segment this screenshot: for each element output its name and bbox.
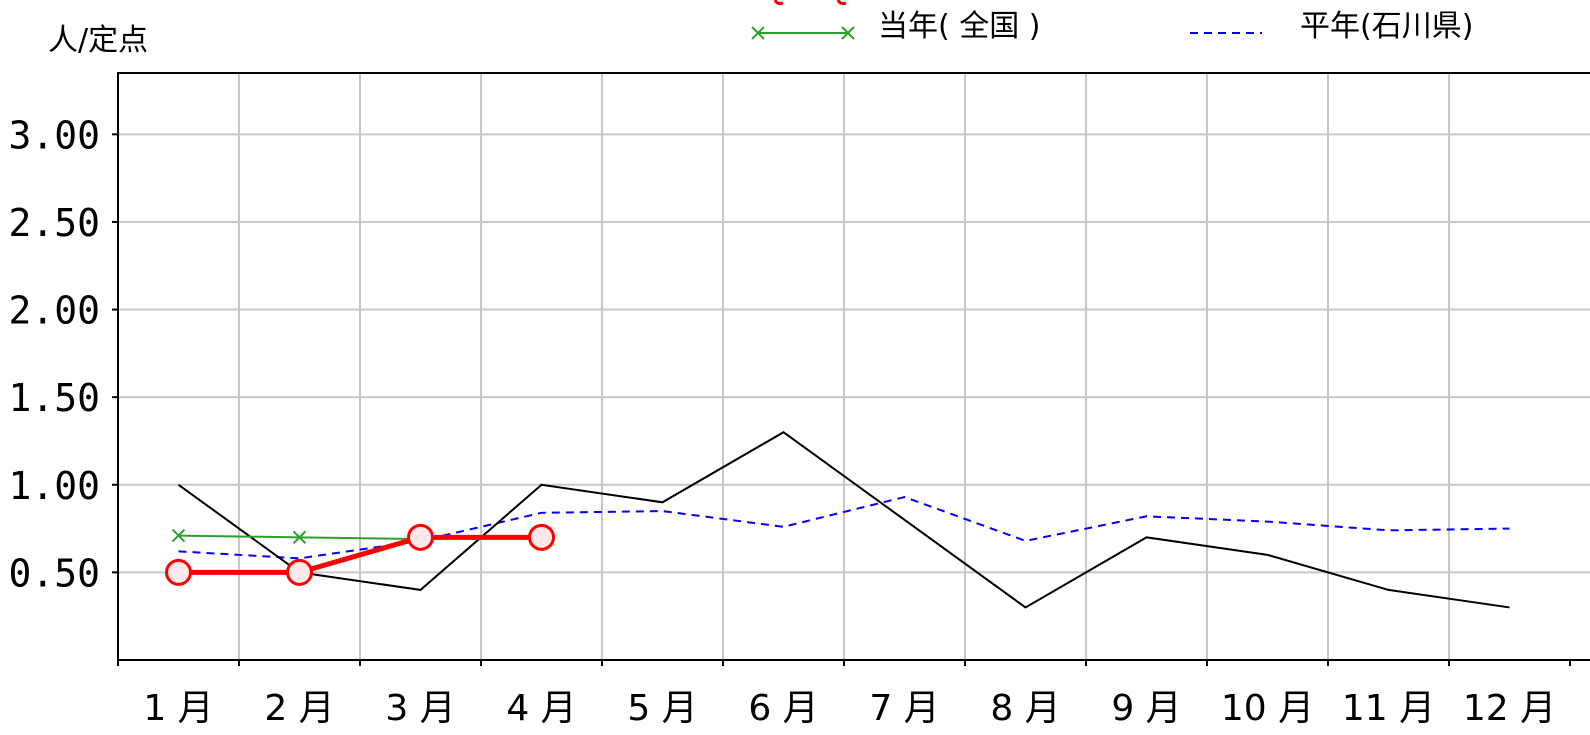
series-layer: [165, 431, 1510, 609]
y-tick-label: 0.50: [8, 551, 100, 595]
data-point-circle: [286, 558, 313, 586]
x-tick-label: 2 月: [264, 688, 334, 729]
legend-label-ishikawa: 平年(石川県): [1300, 9, 1473, 44]
x-tick-label: 11 月: [1342, 688, 1435, 729]
axes: 0.50 1.00 1.50 2.00 2.50 3.00 1 月 2 月 3 月 4 月 5 月 6…: [8, 113, 1571, 729]
x-tick-label: 6 月: [748, 688, 818, 729]
series-2: [177, 431, 1510, 609]
y-tick-label: 1.50: [8, 376, 100, 420]
series-0: [165, 523, 555, 586]
legend-swatch-x: [841, 26, 855, 40]
x-tick-label: 12 月: [1463, 688, 1556, 729]
data-point-x: [171, 528, 186, 543]
legend-swatch-x: [751, 26, 765, 40]
y-tick-label: 3.00: [8, 113, 100, 157]
plot-frame: [117, 72, 1590, 661]
legend-fragment-right: [836, 0, 847, 6]
series-line: [178, 534, 542, 575]
legend-fragment-left: [773, 0, 784, 6]
x-tick-label: 3 月: [385, 688, 455, 729]
data-point-circle: [407, 523, 434, 551]
x-tick-label: 8 月: [990, 688, 1060, 729]
series-line: [177, 431, 1510, 609]
legend: 当年( 全国 ) 平年(石川県): [751, 0, 1473, 44]
data-point-x: [292, 530, 307, 545]
x-tick-label: 9 月: [1111, 688, 1181, 729]
data-point-circle: [165, 558, 192, 586]
y-tick-label: 1.00: [8, 464, 100, 508]
y-axis-label: 人/定点: [48, 23, 148, 58]
x-tick-label: 1 月: [143, 688, 213, 729]
x-tick-label: 7 月: [869, 688, 939, 729]
y-tick-label: 2.00: [8, 289, 100, 333]
data-point-circle: [528, 523, 555, 551]
x-tick-label: 10 月: [1221, 688, 1314, 729]
y-tick-label: 2.50: [8, 201, 100, 245]
series-3: [178, 495, 1510, 560]
series-1: [171, 528, 428, 546]
grid: [118, 73, 1590, 660]
series-line: [178, 495, 1510, 560]
x-tick-label: 4 月: [506, 688, 576, 729]
legend-label-national: 当年( 全国 ): [878, 9, 1040, 44]
x-tick-label: 5 月: [627, 688, 697, 729]
